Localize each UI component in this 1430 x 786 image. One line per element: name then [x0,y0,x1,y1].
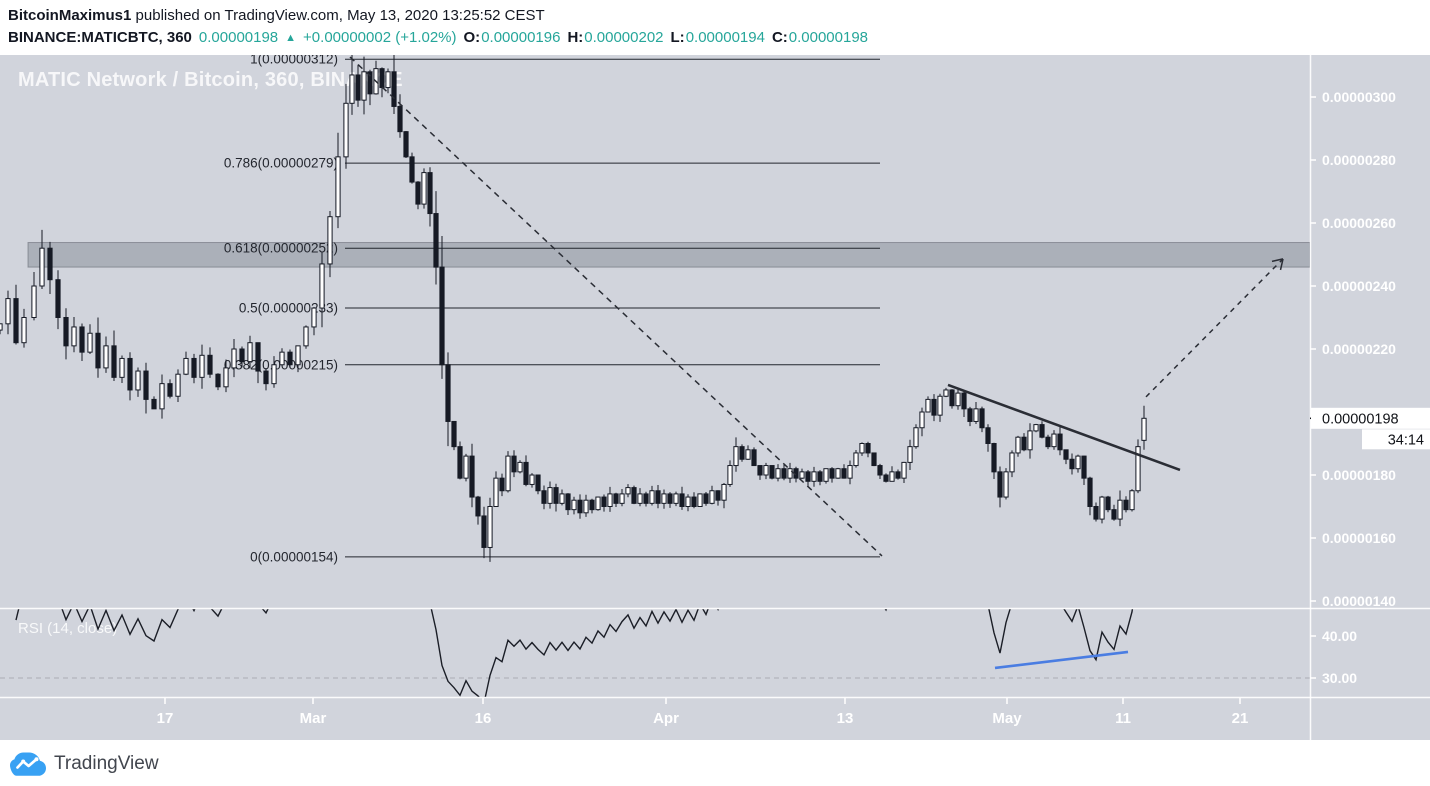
descending-dashed-trendline[interactable] [349,56,883,557]
ohlc-high: H:0.00000202 [567,29,664,46]
last-price-badge: 0.00000198 34:14 [1310,407,1430,450]
rsi-line [15,609,1134,697]
rsi-axis-label: 40.00 [1322,628,1357,644]
quote-line: BINANCE:MATICBTC, 360 0.00000198 ▲ +0.00… [8,26,1430,51]
rsi-axis-label: 30.00 [1322,670,1357,686]
price-axis-label: 0.00000280 [1322,152,1396,168]
price-axis-label: 0.00000300 [1322,89,1396,105]
time-axis[interactable]: 17 Mar 16 Apr 13 May 11 21 [157,698,1249,727]
price-change: +0.00000002 (+1.02%) [303,29,457,46]
price-axis-label: 0.00000220 [1322,341,1396,357]
symbol-label: BINANCE:MATICBTC, 360 [8,29,192,46]
bar-countdown-box [1362,429,1430,450]
tradingview-wordmark[interactable]: TradingView [54,753,159,774]
bar-countdown: 34:14 [1388,432,1424,448]
price-axis-label: 0.00000160 [1322,530,1396,546]
price-chart-svg[interactable]: 1(0.00000312) 0.786(0.00000279) 0.618(0.00… [0,55,1430,740]
footer: TradingView [10,747,159,781]
chart-area[interactable]: MATIC Network / Bitcoin, 360, BINANCE RS… [0,55,1430,740]
time-axis-label: May [992,710,1022,727]
resistance-solid-trendline[interactable] [947,383,1181,472]
time-axis-label: 21 [1232,710,1249,727]
main-pane[interactable]: 1(0.00000312) 0.786(0.00000279) 0.618(0.00… [0,55,1310,564]
last-price: 0.00000198 [198,29,279,46]
symbol-watermark: MATIC Network / Bitcoin, 360, BINANCE [18,69,403,91]
published-text: published on TradingView.com, May 13, 20… [131,7,545,24]
fib-level-label: 0.786(0.00000279) [224,156,338,171]
time-axis-label: 16 [475,710,492,727]
up-arrow-icon: ▲ [285,32,297,44]
time-axis-label: 11 [1115,710,1131,727]
rsi-support-trendline[interactable] [994,650,1129,670]
projection-arrow[interactable] [1145,258,1284,398]
author-name: BitcoinMaximus1 [8,7,132,24]
price-axis-label: 0.00000180 [1322,467,1396,483]
fib-level-label: 0.618(0.00000252) [224,241,338,256]
rsi-pane[interactable] [0,464,1310,703]
fib-level-label: 0(0.00000154) [250,549,338,564]
tradingview-logo-icon [10,752,46,776]
time-axis-label: 17 [157,710,174,727]
rsi-indicator-label: RSI (14, close) [18,620,118,637]
price-axis[interactable]: 0.00000300 0.00000280 0.00000260 0.00000240… [1310,89,1396,686]
publication-line: BitcoinMaximus1 published on TradingView… [8,6,1430,26]
price-axis-label: 0.00000240 [1322,278,1396,294]
fib-level-label: 1(0.00000312) [250,55,338,67]
candles-layer[interactable] [0,55,1147,562]
fib-618-zone[interactable] [27,242,1310,268]
ohlc-close: C:0.00000198 [771,29,869,46]
price-axis-label: 0.00000140 [1322,593,1396,609]
ohlc-open: O:0.00000196 [463,29,561,46]
time-axis-label: Mar [300,710,327,727]
attribution-bar: BitcoinMaximus1 published on TradingView… [0,0,1430,55]
ohlc-low: L:0.00000194 [670,29,765,46]
last-price-value: 0.00000198 [1322,411,1399,427]
time-axis-label: 13 [837,710,854,727]
price-axis-label: 0.00000260 [1322,215,1396,231]
time-axis-label: Apr [653,710,679,727]
